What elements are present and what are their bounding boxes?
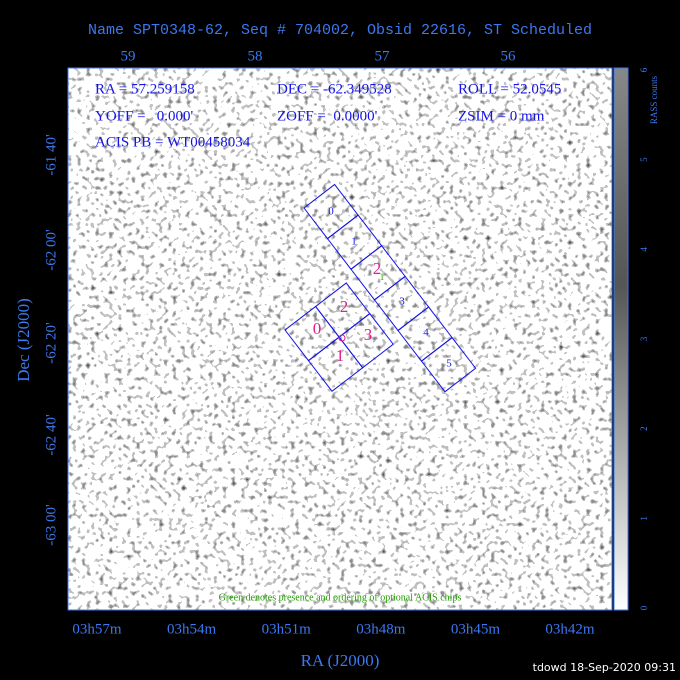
chip xyxy=(420,336,477,393)
info-zsim: ZSIM = 0 mm xyxy=(458,108,545,124)
info-yoff: YOFF = 0.000' xyxy=(95,108,194,124)
chip xyxy=(338,312,394,369)
left-tick-label: -62 00' xyxy=(43,229,59,271)
info-zoff: ZOFF = 0.0000' xyxy=(277,108,378,124)
acis-s-label: 3 xyxy=(399,296,405,308)
optional-chip-mark: 1 xyxy=(380,272,385,282)
colorbar-tick-label: 6 xyxy=(639,67,649,72)
bottom-tick-label: 03h45m xyxy=(451,621,501,637)
left-tick-label: -61 40' xyxy=(43,134,59,176)
acis-s-label: 2 xyxy=(373,259,382,278)
colorbar-tick-label: 0 xyxy=(639,605,649,610)
info-roll: ROLL = 52.0545 xyxy=(458,81,561,97)
acis-i-label: 0 xyxy=(313,319,322,338)
bottom-tick-label: 03h57m xyxy=(72,621,122,637)
info-dec: DEC = -62.349528 xyxy=(277,81,392,97)
footer: tdowd 18-Sep-2020 09:31 xyxy=(533,661,676,674)
info-pb: ACIS PB = WT00458034 xyxy=(95,134,251,150)
top-tick-label: 57 xyxy=(375,48,391,64)
colorbar xyxy=(613,67,629,611)
acis-s-label: 0 xyxy=(328,206,334,218)
bottom-tick-label: 03h42m xyxy=(545,621,595,637)
y-axis-title: Dec (J2000) xyxy=(14,298,33,382)
left-tick-label: -63 00' xyxy=(43,504,59,546)
acis-s-array xyxy=(303,183,477,393)
title: Name SPT0348-62, Seq # 704002, Obsid 226… xyxy=(88,22,592,39)
colorbar-tick-label: 4 xyxy=(639,247,649,252)
top-tick-label: 58 xyxy=(248,48,263,64)
aimpoint xyxy=(338,334,346,342)
colorbar-tick-label: 2 xyxy=(639,426,649,431)
colorbar-tick-label: 3 xyxy=(639,336,649,341)
acis-i-label: 2 xyxy=(340,297,349,316)
acis-s-label: 1 xyxy=(351,236,357,248)
plot-frame xyxy=(67,67,613,611)
acis-i-label: 3 xyxy=(364,325,373,344)
acis-s-label: 5 xyxy=(446,358,452,370)
colorbar-tick-label: 1 xyxy=(639,516,649,521)
left-tick-label: -62 40' xyxy=(43,414,59,456)
colorbar-tick-label: 5 xyxy=(639,157,649,162)
info-ra: RA = 57.259158 xyxy=(95,81,195,97)
bottom-tick-label: 03h51m xyxy=(262,621,312,637)
x-axis-title: RA (J2000) xyxy=(301,651,380,670)
left-tick-label: -62 20' xyxy=(43,322,59,364)
top-tick-label: 56 xyxy=(501,48,517,64)
acis-i-label: 1 xyxy=(336,346,345,365)
acis-s-label: 4 xyxy=(423,327,429,339)
bottom-tick-label: 03h54m xyxy=(167,621,217,637)
colorbar-title: RASS counts xyxy=(649,75,659,124)
top-tick-label: 59 xyxy=(121,48,136,64)
acis-i-array xyxy=(284,282,394,392)
note: Green denotes presence and ordering of o… xyxy=(219,592,462,603)
bottom-tick-label: 03h48m xyxy=(356,621,406,637)
